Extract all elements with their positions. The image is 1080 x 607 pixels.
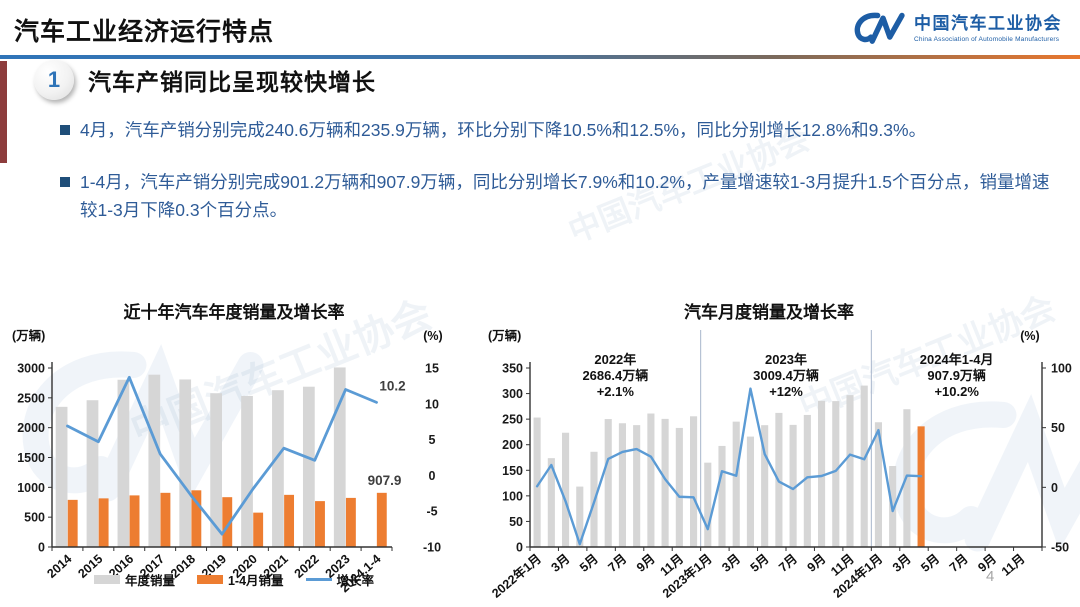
svg-text:+10.2%: +10.2%	[934, 384, 979, 399]
svg-text:3月: 3月	[719, 552, 743, 575]
annual-chart-legend: 年度销量 1-4月销量 增长率	[8, 570, 460, 589]
svg-text:10.2: 10.2	[379, 378, 405, 393]
svg-text:907.9万辆: 907.9万辆	[927, 368, 986, 383]
annual-chart-plot: 0 500 1000 1500 2000 2500 3000 15 10 5 0 -5 -10 (万辆) (…	[12, 328, 443, 595]
svg-text:2022年: 2022年	[594, 352, 636, 367]
jan-apr-sales-swatch-icon	[196, 575, 223, 584]
bullet-text-2: 1-4月，汽车产销分别完成901.2万辆和907.9万辆，同比分别增长7.9%和…	[80, 172, 1050, 220]
svg-text:0: 0	[429, 469, 436, 483]
logo-org-name: 中国汽车工业协会	[914, 14, 1062, 34]
svg-text:11月: 11月	[999, 552, 1028, 579]
svg-text:+12%: +12%	[769, 384, 803, 399]
svg-text:2500: 2500	[17, 391, 45, 405]
svg-text:+2.1%: +2.1%	[597, 384, 635, 399]
svg-text:7月: 7月	[605, 552, 629, 575]
svg-text:3000: 3000	[17, 362, 45, 376]
legend-item-annual-sales: 年度销量	[93, 570, 175, 589]
svg-text:150: 150	[502, 464, 523, 478]
svg-text:7月: 7月	[947, 552, 971, 575]
section-header: 1 汽车产销同比呈现较快增长	[34, 60, 376, 100]
bullet-text-1: 4月，汽车产销分别完成240.6万辆和235.9万辆，环比分别下降10.5%和1…	[80, 120, 927, 140]
caam-logo-icon	[854, 12, 905, 44]
legend-label-jan-apr-sales: 1-4月销量	[227, 574, 284, 588]
svg-text:5: 5	[429, 433, 436, 447]
bullet-square-icon	[60, 177, 70, 187]
section-heading: 汽车产销同比呈现较快增长	[88, 69, 376, 95]
svg-text:1000: 1000	[17, 481, 45, 495]
svg-text:5月: 5月	[577, 552, 601, 575]
growth-rate-swatch-icon	[305, 578, 332, 581]
svg-text:0: 0	[516, 541, 523, 555]
svg-text:(%): (%)	[423, 329, 442, 343]
page-title: 汽车工业经济运行特点	[14, 18, 275, 46]
monthly-chart-plot: 0 50 100 150 200 250 300 350 100 50 0 -50 (万辆) (%) 202…	[488, 328, 1072, 601]
svg-text:3月: 3月	[549, 552, 573, 575]
svg-text:250: 250	[502, 413, 523, 427]
svg-text:350: 350	[502, 362, 523, 376]
svg-text:100: 100	[1051, 362, 1072, 376]
svg-text:-50: -50	[1051, 541, 1069, 555]
monthly-chart-title: 汽车月度销量及增长率	[684, 303, 854, 322]
section-number-badge: 1	[34, 60, 74, 100]
svg-text:500: 500	[24, 511, 45, 525]
bullet-item-2: 1-4月，汽车产销分别完成901.2万辆和907.9万辆，同比分别增长7.9%和…	[60, 168, 1062, 224]
svg-text:(万辆): (万辆)	[488, 328, 521, 343]
bullet-item-1: 4月，汽车产销分别完成240.6万辆和235.9万辆，环比分别下降10.5%和1…	[60, 116, 1062, 144]
svg-text:300: 300	[502, 387, 523, 401]
svg-text:15: 15	[425, 362, 439, 376]
legend-item-growth-rate: 增长率	[305, 570, 375, 589]
svg-text:2024年1-4月: 2024年1-4月	[920, 352, 994, 367]
svg-text:0: 0	[1051, 481, 1058, 495]
svg-text:5月: 5月	[748, 552, 772, 575]
svg-text:9月: 9月	[805, 552, 829, 575]
svg-text:2022年1月: 2022年1月	[489, 551, 544, 601]
svg-text:5月: 5月	[918, 552, 942, 575]
logo-org-name-en: China Association of Automobile Manufact…	[914, 35, 1060, 43]
svg-text:(%): (%)	[1020, 329, 1039, 343]
legend-label-growth-rate: 增长率	[336, 574, 375, 588]
svg-text:2000: 2000	[17, 421, 45, 435]
svg-text:200: 200	[502, 438, 523, 452]
header-divider	[0, 55, 1080, 59]
svg-text:-5: -5	[426, 505, 437, 519]
svg-text:7月: 7月	[776, 552, 800, 575]
monthly-sales-chart: 汽车月度销量及增长率 0 50 100 150 200 250 300 350 100 50 0 -5…	[466, 292, 1072, 607]
svg-text:0: 0	[38, 541, 45, 555]
svg-text:10: 10	[425, 397, 439, 411]
svg-text:-10: -10	[423, 541, 441, 555]
bullet-list: 4月，汽车产销分别完成240.6万辆和235.9万辆，环比分别下降10.5%和1…	[60, 116, 1062, 248]
svg-text:9月: 9月	[634, 552, 658, 575]
svg-text:50: 50	[509, 515, 523, 529]
svg-text:2023年: 2023年	[765, 352, 807, 367]
annual-sales-chart: 近十年汽车年度销量及增长率 0 500 1000 1500 2000 2500 3000 15…	[8, 292, 460, 607]
svg-text:3月: 3月	[890, 552, 914, 575]
svg-text:100: 100	[502, 489, 523, 503]
bullet-square-icon	[60, 125, 70, 135]
svg-text:1500: 1500	[17, 451, 45, 465]
caam-logo: 中国汽车工业协会 China Association of Automobile…	[852, 8, 1062, 50]
svg-text:50: 50	[1051, 421, 1065, 435]
svg-text:3009.4万辆: 3009.4万辆	[753, 368, 819, 383]
annual-sales-swatch-icon	[93, 575, 120, 584]
left-accent-bar	[0, 61, 7, 163]
page-number: 4	[986, 568, 995, 585]
svg-text:(万辆): (万辆)	[12, 328, 45, 343]
legend-item-jan-apr-sales: 1-4月销量	[196, 570, 284, 589]
legend-label-annual-sales: 年度销量	[124, 574, 175, 588]
annual-chart-title: 近十年汽车年度销量及增长率	[123, 303, 345, 322]
svg-text:2686.4万辆: 2686.4万辆	[582, 368, 648, 383]
svg-text:907.9: 907.9	[368, 473, 402, 488]
